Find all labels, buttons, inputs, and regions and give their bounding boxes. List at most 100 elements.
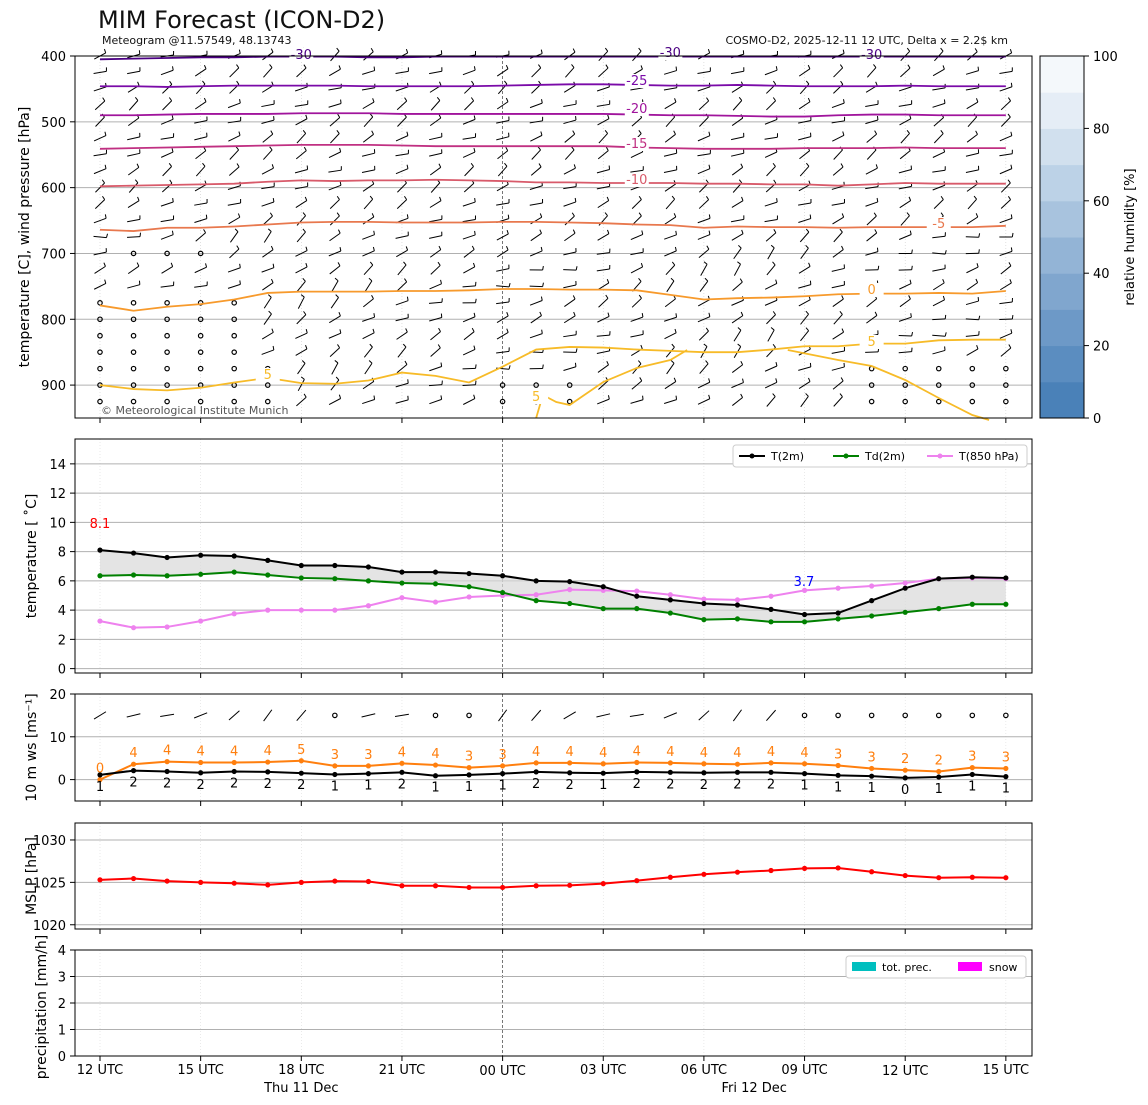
wind-barb [328, 169, 342, 173]
wind-barb [496, 136, 510, 141]
wind-barb [932, 87, 946, 91]
wind-barb-flag [675, 313, 678, 318]
wind-barb [733, 247, 742, 260]
ytick-label: 1020 [33, 919, 66, 934]
mslp-line [99, 866, 1006, 889]
wind-barb [496, 101, 509, 110]
wind-barb [127, 236, 141, 238]
wind-barb [160, 151, 174, 158]
speed-label: 2 [129, 776, 137, 791]
wind-barb-flag [637, 360, 642, 364]
ytick-label: 0 [58, 1050, 66, 1065]
wind-barb-flag [841, 213, 845, 218]
gust-label: 3 [465, 750, 473, 765]
wind-barb [361, 152, 375, 157]
wind-barb [630, 399, 644, 404]
wind-barb [227, 185, 241, 190]
calm-marker [466, 712, 472, 719]
calm-marker [902, 398, 909, 405]
wind-barb [530, 134, 543, 142]
wind-barb [832, 298, 844, 307]
wind-barb [126, 713, 141, 718]
wind-barb-flag [976, 263, 979, 268]
wind-barb-flag [473, 345, 476, 350]
xtick-label: 21 UTC [379, 1063, 425, 1078]
calm-marker [164, 316, 170, 323]
wind-barb-flag [940, 212, 944, 217]
wind-barb-flag [940, 47, 944, 52]
wind-barb [865, 167, 878, 175]
wind-barb-flag [708, 312, 711, 317]
wind-barb-flag [171, 66, 174, 71]
wind-barb [965, 300, 979, 306]
wind-barb-flag [234, 228, 239, 233]
wind-barb [630, 151, 643, 158]
wind-barb-flag [236, 163, 240, 168]
speed-label: 2 [566, 778, 574, 793]
wind-barb-flag [775, 66, 778, 71]
wind-barb-flag [606, 361, 609, 366]
wind-barb-flag [906, 47, 911, 52]
wind-barb-flag [369, 343, 373, 348]
mslp-point [801, 865, 808, 871]
wind-barb-flag [573, 311, 576, 316]
gust-label: 3 [364, 748, 372, 763]
wind-barb-flag [438, 327, 441, 332]
wind-barb [597, 150, 609, 160]
wind-barb [294, 103, 308, 107]
calm-marker [231, 332, 238, 339]
wind-barb [731, 299, 744, 306]
wind-barb [227, 202, 241, 206]
isotherm-label-bg [624, 74, 649, 88]
wind-barb [227, 102, 241, 109]
wind-barb [94, 199, 106, 209]
t2m-point [97, 547, 103, 553]
wind-barb-flag [542, 364, 544, 369]
p0-ytick-label: 700 [41, 247, 66, 262]
isotherm-line [100, 83, 1006, 88]
wind-barb [428, 301, 443, 304]
wind-barb-flag [203, 229, 207, 234]
wind-barb-flag [137, 196, 140, 201]
wind-barb-flag [539, 311, 542, 316]
wind-barb-flag [302, 212, 306, 216]
calm-marker [197, 365, 204, 372]
td2m-point [634, 606, 640, 612]
wind-barb [295, 332, 308, 339]
wind-barb [496, 301, 510, 305]
wind-barb [1000, 265, 1012, 275]
wind-barb-flag [839, 64, 844, 69]
wind-barb-flag [169, 80, 173, 85]
wind-barb [262, 282, 274, 291]
ytick-label: 1030 [33, 834, 66, 849]
wind-barb-flag [402, 343, 407, 348]
wind-barb [93, 168, 107, 175]
wind-barb [664, 216, 677, 225]
legend-box [732, 444, 1028, 468]
wind-barb [999, 250, 1013, 257]
wind-barb [194, 101, 207, 110]
wind-barb [463, 249, 475, 258]
wind-barb [630, 266, 643, 274]
max-annotation: 8.1 [90, 517, 111, 532]
wind-barb [529, 202, 543, 206]
wind-barb-flag [203, 97, 207, 102]
wind-barb [328, 332, 342, 339]
p0-ytick-label: 400 [41, 50, 66, 65]
isotherm-label: 5 [264, 368, 272, 383]
wind-barb-flag [539, 229, 542, 234]
wind-barb-flag [910, 313, 912, 318]
gust-label: 3 [498, 748, 506, 763]
wind-barb [766, 709, 776, 721]
wind-barb-flag [172, 198, 174, 203]
wind-barb [362, 316, 375, 322]
wind-barb [397, 264, 407, 276]
wind-barb-flag [171, 115, 174, 120]
wind-barb-flag [336, 195, 340, 200]
wind-barb [160, 136, 174, 140]
wind-barb [262, 215, 273, 226]
mslp-point [969, 874, 975, 880]
xtick-label: 06 UTC [681, 1063, 727, 1078]
wind-barb-flag [573, 164, 576, 169]
wind-barb [563, 167, 576, 175]
